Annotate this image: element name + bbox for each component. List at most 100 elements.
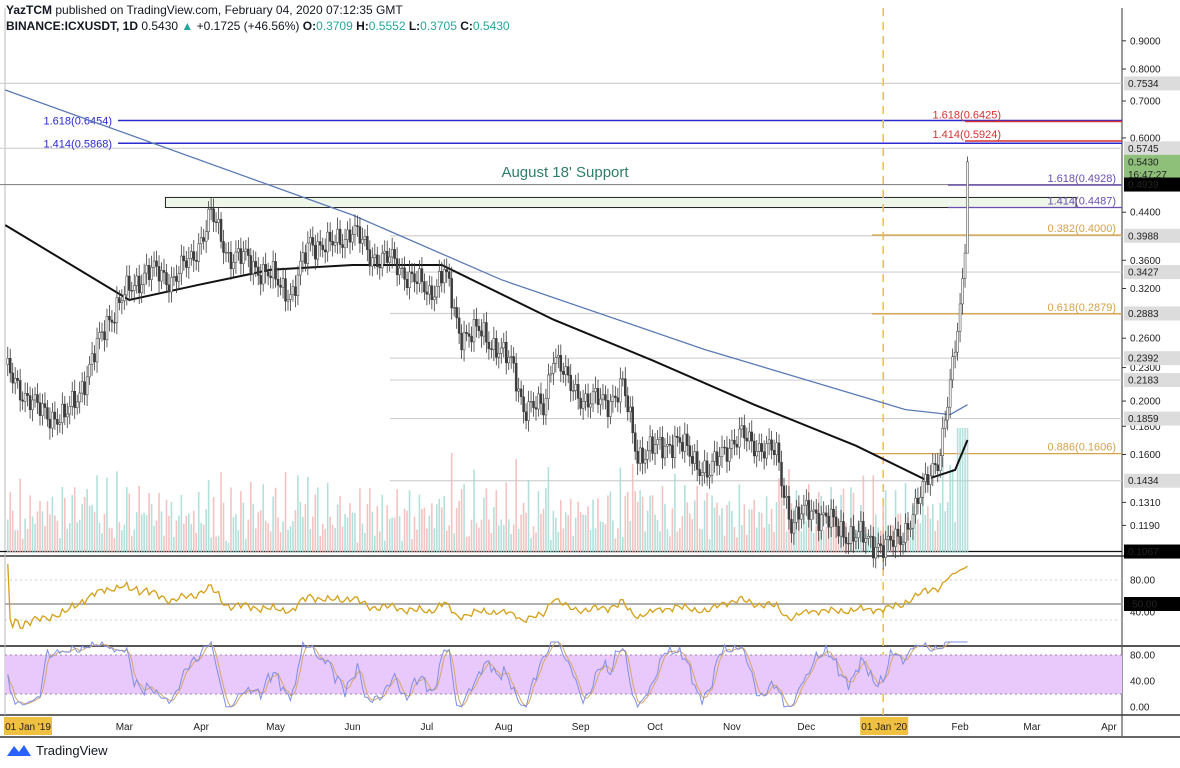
- volume-bar: [254, 528, 257, 553]
- candle-body: [321, 244, 324, 251]
- volume-bar: [703, 500, 706, 553]
- time-tick-label: May: [266, 722, 285, 733]
- volume-bar: [381, 494, 384, 553]
- candle-body: [596, 388, 600, 405]
- candle-body: [118, 297, 121, 303]
- candle-body: [743, 425, 746, 439]
- volume-bar: [941, 457, 944, 553]
- volume-bar: [535, 532, 537, 553]
- candle-body: [562, 371, 565, 375]
- candle-body: [128, 275, 131, 291]
- candle-body: [460, 333, 463, 351]
- volume-bar: [480, 519, 483, 553]
- volume-bar: [512, 524, 515, 553]
- volume-bar: [510, 534, 512, 553]
- time-tick-label: Mar: [116, 722, 134, 733]
- volume-bar: [106, 477, 108, 553]
- candle-body: [284, 278, 287, 302]
- price-label: 0.2183: [1128, 376, 1159, 387]
- candle-body: [795, 506, 798, 523]
- volume-bar: [130, 535, 133, 553]
- candle-body: [715, 451, 719, 466]
- volume-bar: [59, 538, 61, 553]
- volume-bar: [917, 519, 919, 553]
- volume-bar: [331, 524, 334, 553]
- volume-bar: [150, 503, 153, 553]
- symbol[interactable]: BINANCE:ICXUSDT, 1D: [6, 19, 139, 33]
- candle-body: [415, 281, 419, 284]
- volume-bar: [259, 510, 262, 553]
- candle-body: [323, 249, 327, 253]
- volume-bar: [195, 532, 198, 553]
- y-tick-label: 0.9000: [1130, 36, 1161, 47]
- candle-body: [641, 447, 644, 464]
- volume-bar: [346, 517, 349, 553]
- candle-body: [61, 403, 64, 423]
- volume-bar: [753, 499, 756, 553]
- symbol-legend: BINANCE:ICXUSDT, 1D 0.5430 ▲ +0.1725 (+4…: [6, 19, 510, 33]
- candle-body: [187, 257, 191, 268]
- volume-bar: [490, 533, 493, 553]
- volume-bar: [505, 482, 508, 553]
- time-tick-label: Jun: [344, 722, 360, 733]
- candle-body: [661, 437, 664, 459]
- volume-bar: [6, 519, 9, 553]
- candle-body: [222, 241, 225, 253]
- time-tick-label: Jul: [420, 722, 433, 733]
- volume-bar: [351, 512, 354, 553]
- time-label-highlight: [4, 717, 52, 735]
- y-tick-label: 0.3200: [1130, 284, 1161, 295]
- candle-body: [663, 445, 667, 459]
- rsi-level-label: 50.00: [1132, 600, 1157, 611]
- candle-body: [331, 241, 334, 246]
- candle-body: [63, 403, 67, 418]
- volume-bar: [495, 490, 498, 553]
- candle-body: [631, 406, 634, 434]
- candle-body: [854, 537, 858, 542]
- volume-bar: [116, 471, 118, 553]
- candle-body: [145, 265, 148, 274]
- volume-bar: [197, 491, 200, 553]
- stoch-k-line: [7, 640, 968, 709]
- candle-body: [911, 514, 915, 529]
- candle-body: [393, 249, 396, 259]
- volume-bar: [438, 498, 441, 553]
- volume-bar: [584, 514, 587, 553]
- brand-name: TradingView: [36, 742, 108, 758]
- y-tick-label: 0.2300: [1130, 363, 1161, 374]
- time-tick-label: Feb: [951, 722, 969, 733]
- candle-body: [755, 451, 758, 457]
- volume-bar: [361, 523, 364, 553]
- candle-body: [13, 378, 17, 384]
- rsi-tick-label: 40.00: [1130, 608, 1155, 619]
- volume-bar: [66, 528, 69, 553]
- candle-body: [271, 261, 275, 279]
- candle-body: [507, 357, 510, 364]
- close-label: C:: [460, 19, 473, 33]
- volume-bar: [939, 502, 942, 553]
- volume-bar: [108, 527, 111, 553]
- time-tick-label: Mar: [1023, 722, 1041, 733]
- volume-bar: [16, 529, 19, 553]
- candle-body: [467, 333, 471, 337]
- volume-bar: [604, 524, 607, 553]
- volume-bar: [428, 515, 431, 553]
- candle-body: [829, 508, 833, 528]
- volume-bar: [93, 511, 96, 553]
- volume-bar: [545, 488, 547, 553]
- candle-body: [457, 317, 461, 334]
- candle-body: [318, 241, 322, 246]
- candle-body: [946, 406, 949, 421]
- support-annotation: August 18' Support: [501, 164, 629, 181]
- rsi-tick-label: 80.00: [1130, 576, 1155, 587]
- volume-bar: [24, 518, 26, 553]
- close-value: 0.5430: [472, 19, 510, 33]
- tradingview-logo[interactable]: TradingView: [6, 742, 108, 758]
- candle-body: [28, 395, 32, 411]
- volume-bar: [39, 500, 41, 553]
- volume-bar: [617, 528, 619, 553]
- candle-body: [38, 402, 42, 416]
- candle-body: [775, 442, 778, 456]
- candle-body: [261, 264, 265, 285]
